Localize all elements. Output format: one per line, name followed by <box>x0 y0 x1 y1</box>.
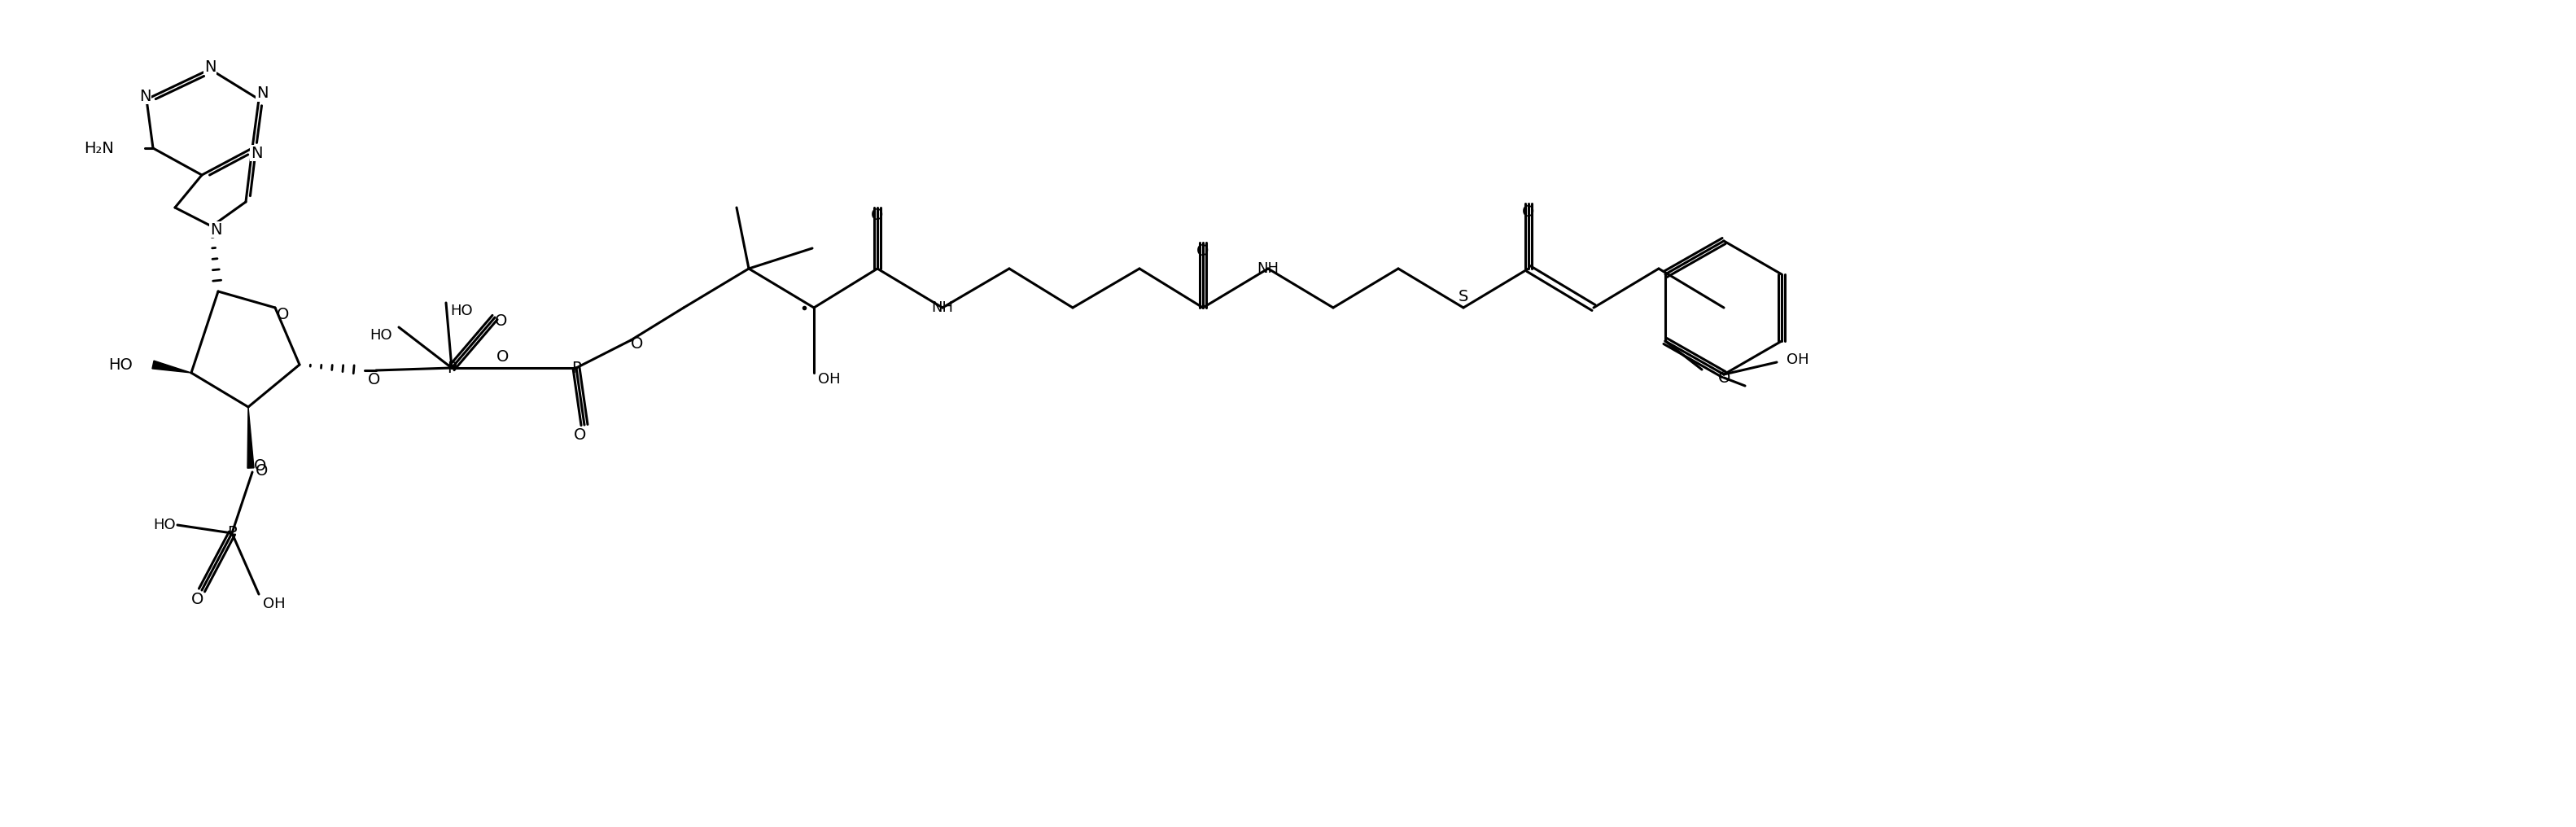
Text: P: P <box>572 361 582 375</box>
Text: HO: HO <box>155 518 175 533</box>
Text: OH: OH <box>1788 352 1808 367</box>
Polygon shape <box>152 361 191 373</box>
Text: O: O <box>191 592 204 608</box>
Text: OH: OH <box>819 372 840 387</box>
Text: N: N <box>250 146 263 160</box>
Text: HO: HO <box>371 328 392 342</box>
Text: N: N <box>209 222 222 237</box>
Text: N: N <box>139 88 152 103</box>
Text: O: O <box>871 208 884 223</box>
Text: O: O <box>631 337 644 352</box>
Text: O: O <box>1198 243 1208 258</box>
Text: NH: NH <box>1257 261 1280 276</box>
Text: O: O <box>255 463 268 478</box>
Text: O: O <box>1718 370 1731 385</box>
Text: O: O <box>495 313 507 329</box>
Text: O: O <box>368 372 381 388</box>
Text: HO: HO <box>451 304 471 318</box>
Text: O: O <box>278 307 289 322</box>
Polygon shape <box>247 407 255 468</box>
Text: HO: HO <box>108 357 134 372</box>
Text: N: N <box>255 86 268 102</box>
Text: P: P <box>227 525 237 541</box>
Text: NH: NH <box>933 300 953 315</box>
Text: S: S <box>1458 289 1468 304</box>
Text: O: O <box>574 427 587 442</box>
Text: H₂N: H₂N <box>85 141 113 155</box>
Text: O: O <box>1522 204 1535 219</box>
Text: O: O <box>497 349 510 364</box>
Text: OH: OH <box>263 596 286 611</box>
Text: O: O <box>255 459 268 474</box>
Text: P: P <box>448 361 456 375</box>
Text: N: N <box>204 59 216 74</box>
